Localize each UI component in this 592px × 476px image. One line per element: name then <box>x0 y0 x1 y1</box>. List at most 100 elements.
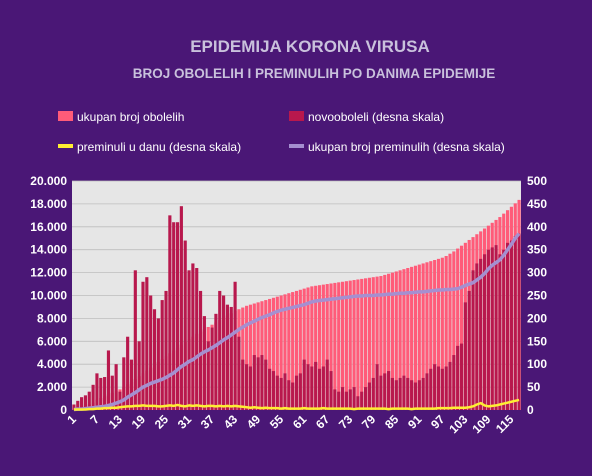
bar-new-cases <box>83 395 88 410</box>
legend-swatch <box>58 111 73 121</box>
legend-label: ukupan broj preminulih (desna skala) <box>308 140 505 154</box>
bar-new-cases <box>325 359 329 410</box>
bar-new-cases <box>329 371 333 410</box>
bar-total-cases <box>340 281 345 410</box>
bar-total-cases <box>317 285 322 410</box>
bar-total-cases <box>398 270 402 410</box>
bar-new-cases <box>164 290 168 410</box>
bar-new-cases <box>268 368 272 410</box>
bar-new-cases <box>114 364 118 410</box>
bar-total-cases <box>367 277 371 410</box>
x-tick-label: 37 <box>198 412 218 432</box>
bar-new-cases <box>509 240 513 410</box>
bar-new-cases <box>440 368 444 410</box>
bar-total-cases <box>302 288 306 410</box>
legend-swatch <box>58 144 73 148</box>
y-right-tick-label: 300 <box>527 266 547 280</box>
y-right-tick-label: 150 <box>527 334 547 348</box>
legend-label: preminuli u danu (desna skala) <box>77 140 241 154</box>
bar-total-cases <box>436 258 441 410</box>
bar-total-cases <box>321 284 325 410</box>
bar-new-cases <box>310 366 314 410</box>
bar-new-cases <box>225 304 229 410</box>
y-left-tick-label: 12.000 <box>30 266 67 280</box>
bar-total-cases <box>271 297 276 410</box>
bar-new-cases <box>348 389 352 410</box>
x-tick-label: 43 <box>221 412 241 432</box>
bar-new-cases <box>137 341 141 410</box>
bar-total-cases <box>279 295 283 410</box>
bar-new-cases <box>387 371 391 410</box>
bar-new-cases <box>179 206 183 410</box>
bar-new-cases <box>106 350 111 410</box>
bar-new-cases <box>202 316 206 410</box>
bar-total-cases <box>329 283 333 410</box>
bar-new-cases <box>122 357 126 410</box>
bar-new-cases <box>463 302 467 410</box>
y-left-tick-label: 6.000 <box>37 334 67 348</box>
bar-total-cases <box>364 278 368 410</box>
x-tick-label: 25 <box>152 412 172 432</box>
bar-new-cases <box>218 290 222 410</box>
bar-new-cases <box>410 380 414 410</box>
bar-new-cases <box>490 247 494 410</box>
bar-new-cases <box>241 359 245 410</box>
bar-new-cases <box>183 240 187 410</box>
bar-new-cases <box>452 355 456 410</box>
bar-new-cases <box>245 364 249 410</box>
bar-new-cases <box>333 389 337 410</box>
bar-total-cases <box>417 264 421 410</box>
y-right-tick-label: 400 <box>527 220 547 234</box>
legend-swatch <box>289 111 304 121</box>
bar-total-cases <box>390 272 395 410</box>
bar-new-cases <box>302 359 306 410</box>
bar-new-cases <box>486 249 490 410</box>
bar-new-cases <box>80 397 84 410</box>
bar-new-cases <box>175 222 180 410</box>
x-tick-label: 109 <box>469 412 493 436</box>
bar-total-cases <box>433 260 437 410</box>
bar-new-cases <box>298 373 302 410</box>
bar-total-cases <box>410 266 414 410</box>
bar-total-cases <box>287 293 291 410</box>
bar-new-cases <box>394 380 398 410</box>
y-left-tick-label: 20.000 <box>30 174 67 188</box>
bar-total-cases <box>413 265 418 410</box>
bar-total-cases <box>256 302 260 410</box>
bar-new-cases <box>229 306 233 410</box>
bar-new-cases <box>360 391 364 410</box>
bar-total-cases <box>459 245 464 410</box>
bar-new-cases <box>141 281 145 410</box>
bar-new-cases <box>517 233 521 410</box>
bar-new-cases <box>191 263 195 410</box>
bars-new-cases <box>72 206 521 410</box>
bar-total-cases <box>406 268 410 410</box>
bar-total-cases <box>291 292 295 410</box>
bar-new-cases <box>475 263 479 410</box>
bar-new-cases <box>279 377 283 410</box>
bar-total-cases <box>348 280 352 410</box>
bar-total-cases <box>383 274 387 410</box>
bar-new-cases <box>306 364 310 410</box>
x-tick-label: 97 <box>428 412 448 432</box>
bar-total-cases <box>248 304 253 410</box>
legend-swatch <box>289 144 304 148</box>
line-total-deaths <box>73 232 521 412</box>
bar-new-cases <box>206 341 210 410</box>
bar-new-cases <box>371 377 375 410</box>
bar-new-cases <box>149 295 153 410</box>
bar-total-cases <box>421 263 425 410</box>
x-tick-label: 55 <box>267 412 287 432</box>
bar-total-cases <box>425 262 429 410</box>
y-right-tick-label: 450 <box>527 197 547 211</box>
x-tick-label: 85 <box>382 412 402 432</box>
bar-new-cases <box>505 242 510 410</box>
bar-total-cases <box>394 271 398 410</box>
y-right-tick-label: 200 <box>527 311 547 325</box>
bar-total-cases <box>306 287 310 410</box>
bar-new-cases <box>364 387 368 410</box>
chart-title: EPIDEMIJA KORONA VIRUSA <box>190 37 430 56</box>
x-tick-label: 73 <box>336 412 356 432</box>
bar-total-cases <box>444 255 448 410</box>
x-tick-label: 79 <box>359 412 379 432</box>
